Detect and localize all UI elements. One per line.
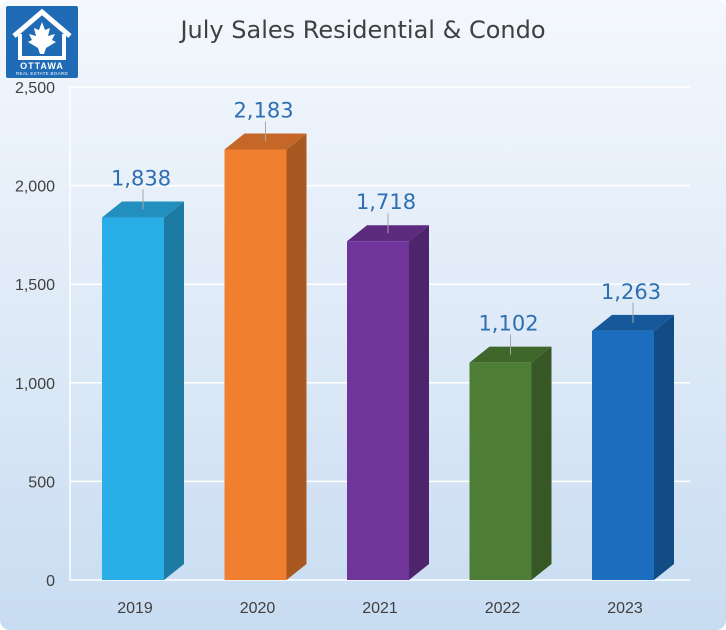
house-maple-leaf-icon bbox=[12, 8, 72, 60]
ottawa-real-estate-board-logo: OTTAWA REAL ESTATE BOARD bbox=[6, 6, 78, 78]
y-tick-label: 2,000 bbox=[15, 179, 55, 196]
bar-front bbox=[224, 149, 287, 581]
bar-2021: 1,718 bbox=[347, 190, 429, 581]
y-tick-label: 1,500 bbox=[15, 277, 55, 294]
bar-side bbox=[286, 133, 307, 581]
bar-side bbox=[164, 201, 184, 581]
bar-side bbox=[409, 225, 429, 581]
x-tick-label: 2022 bbox=[485, 600, 521, 617]
bar-side bbox=[654, 314, 674, 580]
data-label: 1,263 bbox=[601, 280, 661, 304]
logo-word: OTTAWA bbox=[20, 61, 64, 71]
data-label: 1,838 bbox=[111, 167, 171, 191]
x-tick-label: 2021 bbox=[362, 600, 398, 617]
bar-side bbox=[531, 346, 552, 580]
x-axis: 2019 2020 2021 2022 2023 bbox=[117, 600, 643, 617]
bar-2019: 1,838 bbox=[102, 167, 184, 581]
data-label: 1,102 bbox=[478, 312, 538, 336]
data-label: 2,183 bbox=[233, 99, 293, 123]
bar-front bbox=[102, 217, 164, 581]
data-label: 1,718 bbox=[356, 190, 416, 214]
bar-front bbox=[592, 330, 654, 580]
y-tick-label: 1,000 bbox=[15, 376, 55, 393]
bar-2023: 1,263 bbox=[592, 280, 674, 580]
y-tick-label: 500 bbox=[28, 474, 55, 491]
x-tick-label: 2020 bbox=[240, 600, 276, 617]
bars: 1,838 2,183 1,718 1,102 1,263 bbox=[102, 99, 674, 581]
chart-title: July Sales Residential & Condo bbox=[180, 16, 546, 44]
logo-subtitle: REAL ESTATE BOARD bbox=[15, 71, 69, 76]
y-tick-label: 2,500 bbox=[15, 80, 55, 97]
y-axis: 0 500 1,000 1,500 2,000 2,500 bbox=[15, 80, 71, 590]
bar-2022: 1,102 bbox=[469, 312, 552, 580]
bar-front bbox=[347, 241, 409, 581]
x-tick-label: 2023 bbox=[607, 600, 643, 617]
bar-2020: 2,183 bbox=[224, 99, 307, 581]
x-tick-label: 2019 bbox=[117, 600, 153, 617]
y-tick-label: 0 bbox=[46, 573, 55, 590]
bar-front bbox=[469, 362, 532, 580]
